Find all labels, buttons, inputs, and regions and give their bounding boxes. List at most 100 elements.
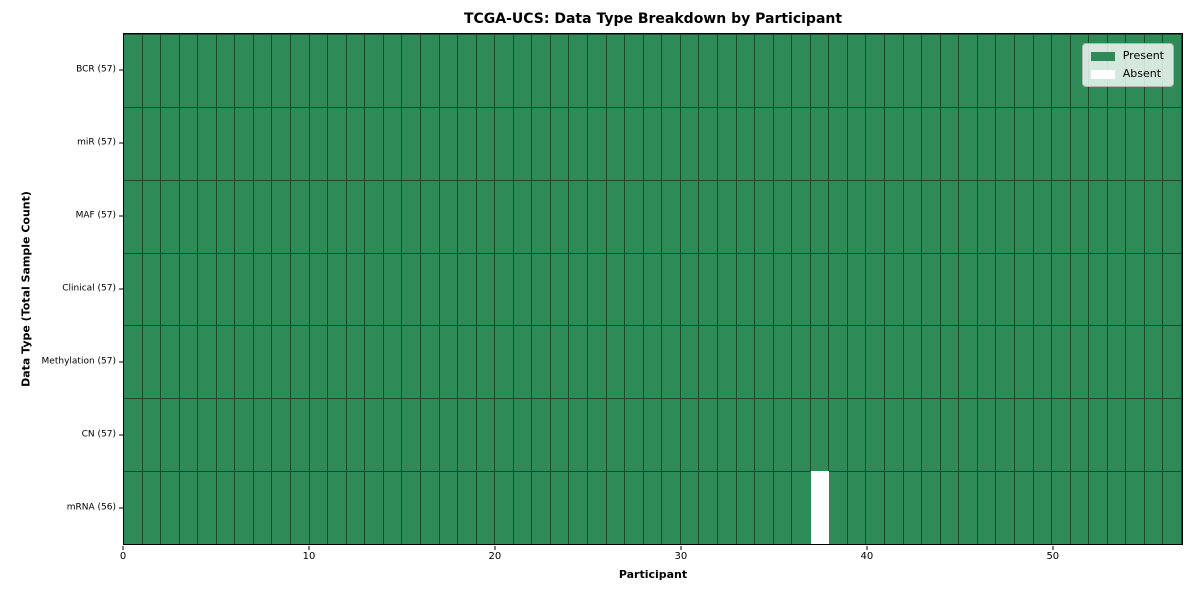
heatmap-cell [124, 398, 143, 472]
heatmap-cell [420, 471, 440, 544]
heatmap-cell [1107, 252, 1127, 326]
heatmap-cell [680, 252, 700, 326]
y-tick-label: MAF (57) [75, 210, 116, 221]
heatmap-cell [773, 106, 793, 180]
heatmap-cell [625, 106, 644, 180]
heatmap-cell [420, 252, 440, 326]
heatmap-cell [903, 252, 923, 326]
heatmap-cell [755, 252, 774, 326]
heatmap-cell [847, 471, 867, 544]
heatmap-cell [179, 252, 199, 326]
heatmap-cell [959, 252, 978, 326]
heatmap-cell [569, 34, 589, 107]
heatmap-cell [309, 398, 329, 472]
heatmap-cell [996, 106, 1015, 180]
heatmap-cell [495, 471, 514, 544]
x-tick-mark [680, 546, 682, 550]
heatmap-cell [458, 34, 477, 107]
heatmap-cell [588, 471, 607, 544]
heatmap-cell [1033, 179, 1053, 253]
heatmap-cell [569, 325, 589, 399]
heatmap-cell [885, 179, 904, 253]
heatmap-cell [810, 34, 830, 107]
heatmap-cell [569, 252, 589, 326]
heatmap-cell [253, 106, 273, 180]
heatmap-cell [773, 325, 793, 399]
heatmap-cell [309, 252, 329, 326]
heatmap-cell [996, 325, 1015, 399]
heatmap-cell [383, 252, 403, 326]
heatmap-cell [643, 471, 663, 544]
heatmap-cell [625, 471, 644, 544]
heatmap-cell [328, 179, 347, 253]
heatmap-cell [495, 325, 514, 399]
heatmap-cell [1014, 252, 1034, 326]
heatmap-cell [903, 179, 923, 253]
heatmap-cell [124, 106, 143, 180]
heatmap-cell [291, 325, 310, 399]
heatmap-cell [1089, 179, 1108, 253]
heatmap-cell [1126, 179, 1145, 253]
heatmap-cell [922, 34, 941, 107]
heatmap-cell [253, 325, 273, 399]
heatmap-cell [1052, 179, 1071, 253]
heatmap-cell [439, 106, 459, 180]
heatmap-cell [291, 106, 310, 180]
heatmap-cell [346, 179, 366, 253]
heatmap-cell [829, 471, 848, 544]
heatmap-cell [699, 34, 718, 107]
heatmap-cell [1144, 398, 1164, 472]
heatmap-cell [1144, 471, 1164, 544]
heatmap-cell [1033, 325, 1053, 399]
heatmap-cell [1144, 179, 1164, 253]
x-axis-ticks: 0 10 20 30 40 50 [119, 546, 1183, 568]
heatmap-cell [402, 471, 421, 544]
heatmap-cell [606, 252, 626, 326]
heatmap-cell [216, 471, 236, 544]
heatmap-cell [328, 325, 347, 399]
heatmap-cell [532, 106, 551, 180]
heatmap-cell [235, 34, 254, 107]
heatmap-cell [216, 34, 236, 107]
legend-label-absent: Absent [1122, 67, 1162, 81]
y-tick-mark [119, 361, 123, 363]
heatmap-cell [680, 325, 700, 399]
heatmap-cell [161, 398, 180, 472]
heatmap-cell [309, 179, 329, 253]
heatmap-cell [866, 471, 886, 544]
heatmap-cell [977, 398, 997, 472]
heatmap-cell [588, 398, 607, 472]
heatmap-cell [1033, 106, 1053, 180]
heatmap-cell [513, 398, 533, 472]
heatmap-cell [439, 34, 459, 107]
heatmap-cell [1014, 325, 1034, 399]
y-tick-mark [119, 288, 123, 290]
heatmap-cell [643, 179, 663, 253]
heatmap-cell [550, 252, 570, 326]
heatmap-grid [124, 34, 1182, 544]
legend-item-present: Present [1090, 49, 1164, 62]
heatmap-cell [810, 252, 830, 326]
heatmap-cell [755, 471, 774, 544]
x-tick-label: 50 [1046, 551, 1060, 562]
heatmap-cell [439, 471, 459, 544]
heatmap-cell [903, 398, 923, 472]
heatmap-cell [179, 179, 199, 253]
heatmap-cell [365, 179, 384, 253]
legend-item-absent: Absent [1090, 67, 1164, 81]
y-tick-label: CN (57) [81, 429, 116, 440]
heatmap-cell [606, 398, 626, 472]
heatmap-cell [1014, 471, 1034, 544]
heatmap-cell [792, 325, 811, 399]
x-tick-mark [122, 546, 124, 550]
heatmap-cell [495, 106, 514, 180]
legend: Present Absent [1081, 43, 1174, 88]
heatmap-cell [662, 34, 681, 107]
heatmap-cell [439, 252, 459, 326]
heatmap-cell [885, 398, 904, 472]
heatmap-cell [1107, 106, 1127, 180]
heatmap-cell [365, 34, 384, 107]
x-tick-label: 0 [119, 551, 127, 562]
heatmap-cell [179, 106, 199, 180]
heatmap-cell [420, 325, 440, 399]
